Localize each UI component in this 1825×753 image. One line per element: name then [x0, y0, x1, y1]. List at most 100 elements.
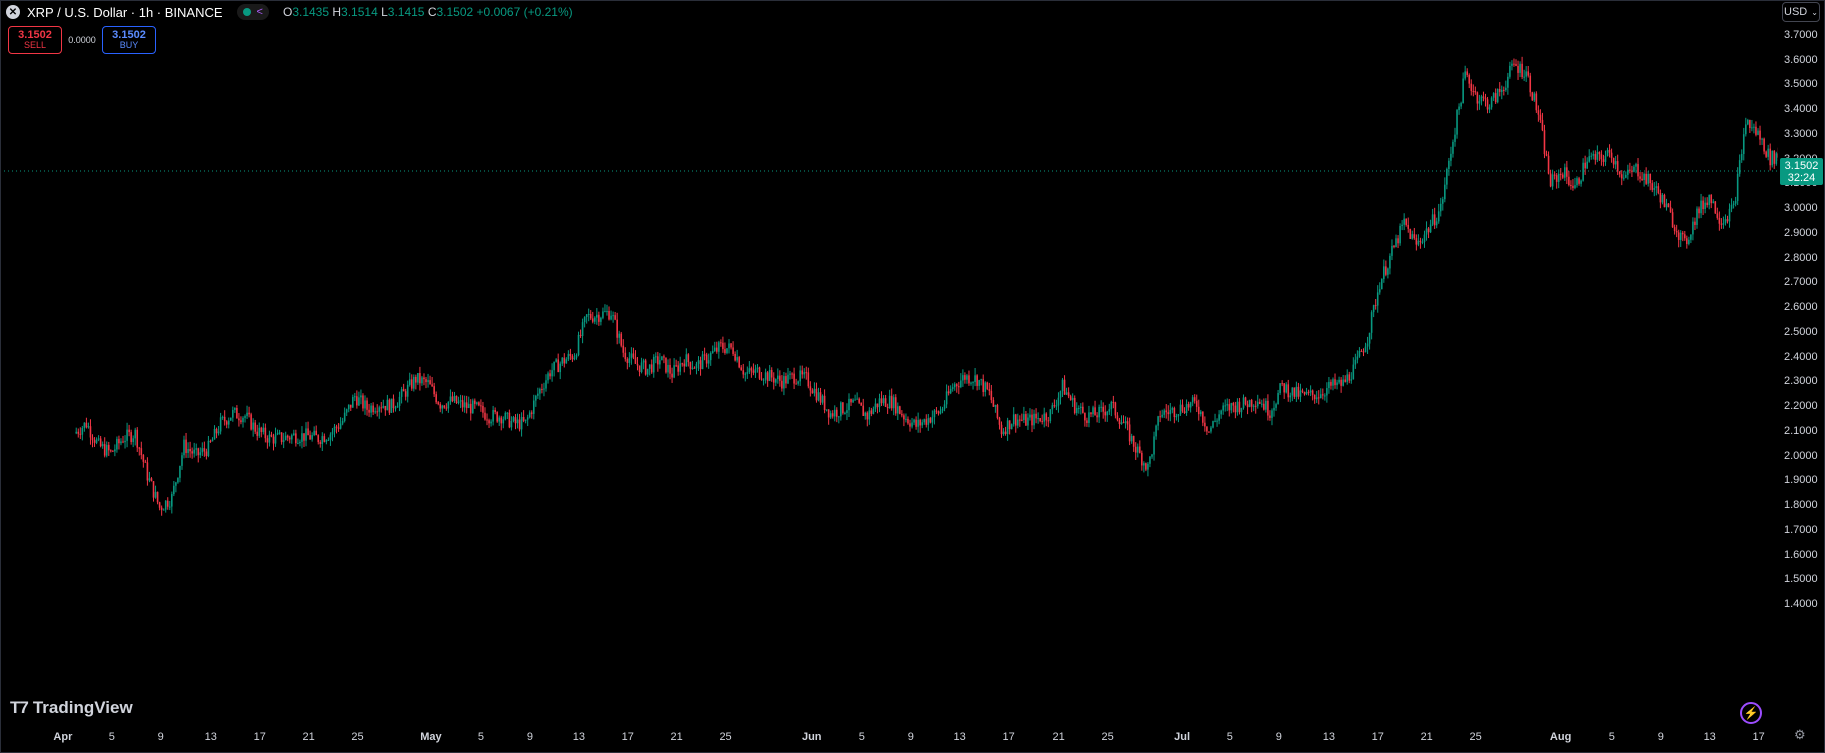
candle-body	[856, 398, 858, 400]
candle-body	[858, 398, 860, 403]
candle-body	[528, 412, 531, 418]
candle-body	[1326, 388, 1328, 396]
candle-body	[571, 355, 574, 360]
candle-body	[888, 395, 891, 409]
candle-body	[136, 429, 139, 448]
candle-body	[168, 506, 171, 508]
time-tick-label: 25	[1101, 731, 1114, 743]
candle-body	[288, 437, 291, 440]
candle-body	[691, 367, 694, 369]
candle-body	[1200, 411, 1202, 415]
candle-body	[1055, 405, 1058, 407]
price-chart[interactable]	[0, 0, 1778, 720]
candle-body	[750, 368, 753, 371]
candle-body	[868, 410, 871, 420]
candle-body	[585, 314, 588, 318]
candle-body	[1016, 419, 1019, 426]
candle-body	[382, 405, 385, 408]
candle-body	[646, 368, 649, 375]
candle-body	[319, 442, 322, 445]
candle-body	[835, 409, 838, 417]
symbol-title[interactable]: XRP / U.S. Dollar · 1h · BINANCE	[27, 4, 223, 20]
candle-body	[524, 419, 527, 421]
candle-body	[1641, 178, 1643, 181]
candle-body	[1720, 223, 1723, 225]
candle-body	[1023, 414, 1025, 420]
candle-body	[1486, 99, 1489, 110]
flash-icon[interactable]: ⚡	[1740, 702, 1762, 724]
candle-body	[1130, 435, 1133, 442]
candle-body	[1356, 356, 1359, 360]
candle-body	[1773, 150, 1776, 164]
candle-body	[695, 363, 698, 369]
candle-body	[1385, 266, 1387, 275]
candle-body	[1380, 278, 1383, 290]
time-tick-label: 9	[1275, 731, 1282, 743]
candle-body	[1232, 402, 1235, 406]
candle-body	[1742, 134, 1745, 154]
candle-body	[1236, 401, 1239, 413]
candle-body	[1706, 202, 1708, 205]
candle-body	[425, 379, 427, 383]
market-open-dot-icon	[242, 8, 251, 16]
candle-body	[1049, 409, 1052, 422]
candle-body	[1439, 203, 1442, 212]
candle-body	[947, 391, 950, 394]
settings-icon[interactable]: ⚙	[1794, 727, 1806, 742]
candle-body	[1633, 166, 1635, 172]
candle-body	[1250, 400, 1253, 407]
candle-body	[1120, 422, 1123, 425]
candle-body	[1393, 245, 1395, 248]
candle-body	[1740, 153, 1743, 161]
candle-body	[937, 411, 940, 414]
candle-body	[730, 343, 732, 348]
buy-button[interactable]: 3.1502 BUY	[102, 26, 156, 54]
price-axis[interactable]: 3.70003.60003.50003.40003.30003.20003.10…	[1778, 0, 1825, 753]
candle-body	[964, 375, 966, 380]
candle-body	[795, 383, 797, 385]
candle-body	[984, 382, 987, 392]
candle-body	[886, 406, 889, 409]
candles-group	[75, 56, 1778, 516]
candle-body	[1498, 88, 1501, 92]
time-tick-label: 21	[670, 731, 683, 743]
candle-body	[1254, 405, 1257, 407]
price-tick-label: 2.7000	[1784, 276, 1818, 289]
candle-body	[713, 347, 716, 351]
candle-body	[1677, 232, 1680, 240]
candle-body	[398, 396, 401, 406]
candle-body	[1258, 401, 1261, 405]
candle-body	[677, 365, 679, 372]
market-status-pill[interactable]: <	[236, 4, 269, 20]
candle-body	[1553, 174, 1556, 176]
currency-selector[interactable]: USD ⌄	[1782, 2, 1820, 22]
candle-body	[297, 443, 299, 445]
time-tick-label: 9	[526, 731, 533, 743]
candle-body	[1531, 92, 1534, 101]
candle-body	[352, 396, 354, 408]
change-value: +0.0067 (+0.21%)	[476, 5, 573, 19]
candle-body	[270, 434, 273, 437]
time-axis[interactable]: Apr 5 9 13 17 21 25 May 5 9 13 17 21 25 Jun 5 9 13 17 21 25 J…	[0, 720, 1778, 753]
candle-body	[1287, 384, 1290, 398]
candle-body	[1350, 379, 1353, 381]
candle-body	[370, 405, 372, 413]
low-label: L	[381, 5, 388, 19]
candle-body	[539, 389, 541, 394]
candle-body	[132, 438, 134, 443]
candle-body	[1407, 224, 1410, 229]
candle-body	[846, 410, 848, 413]
candle-body	[1622, 177, 1625, 179]
candle-body	[354, 396, 356, 398]
sell-button[interactable]: 3.1502 SELL	[8, 26, 62, 54]
candle-body	[840, 402, 842, 417]
candle-body	[1311, 390, 1314, 395]
candle-body	[1446, 169, 1448, 185]
tradingview-logo[interactable]: T7 TradingView	[10, 698, 133, 718]
price-tick-label: 2.8000	[1784, 251, 1818, 264]
candle-body	[518, 419, 521, 430]
candle-body	[703, 354, 706, 356]
candle-body	[1275, 404, 1277, 408]
candle-body	[227, 420, 230, 425]
candle-body	[929, 418, 932, 423]
